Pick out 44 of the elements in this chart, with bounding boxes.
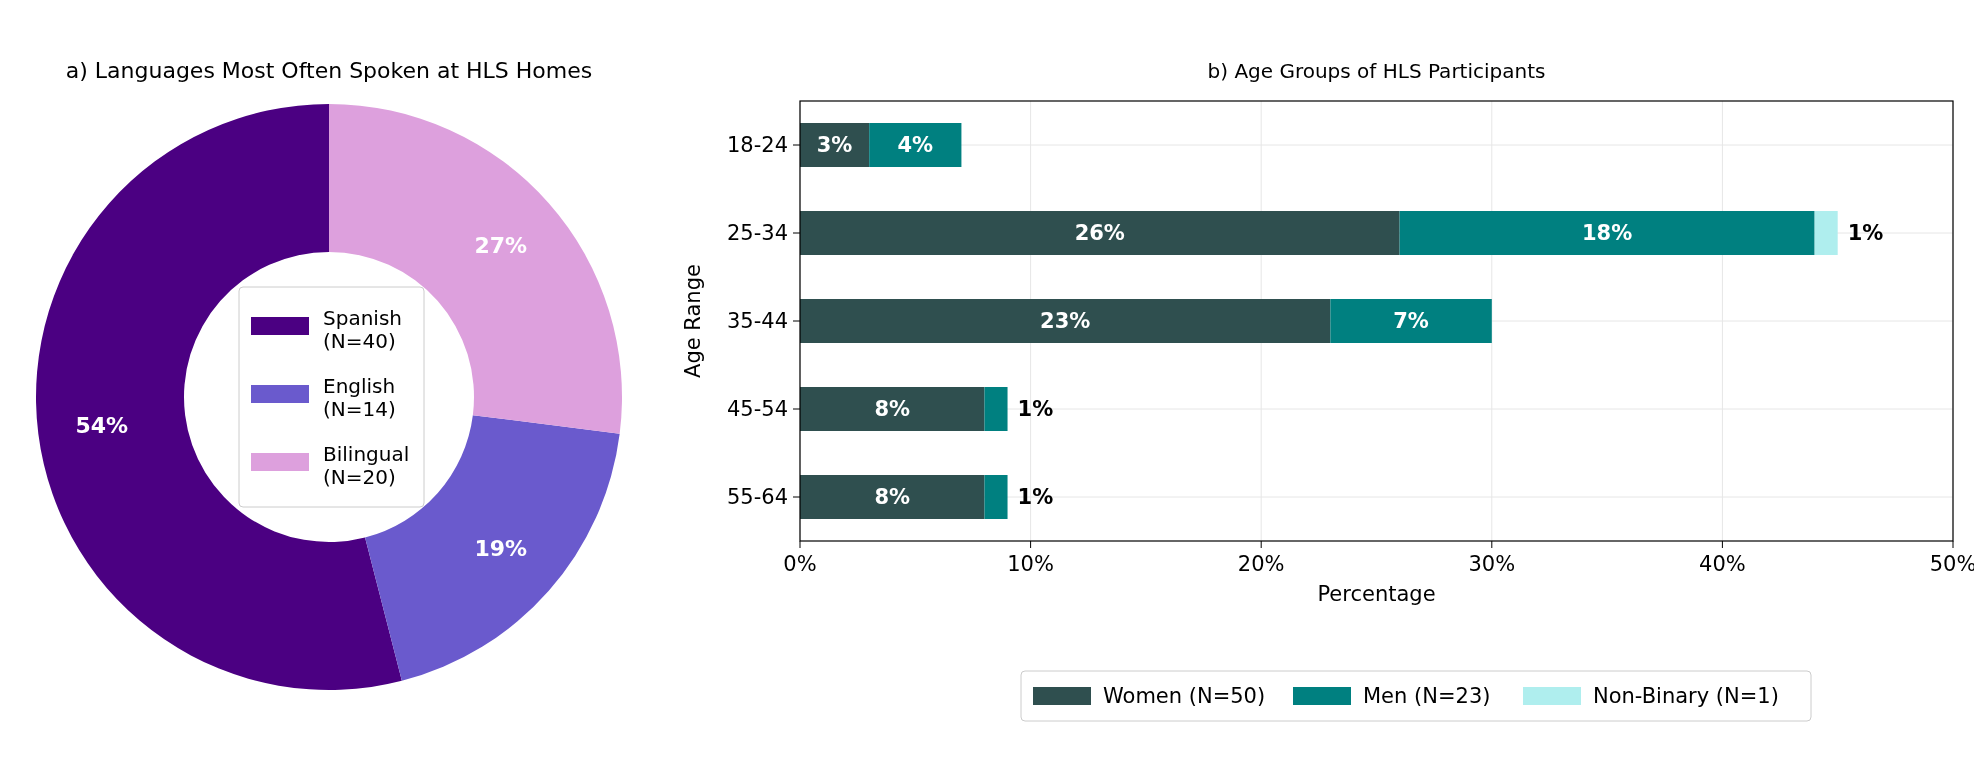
bar bbox=[800, 475, 985, 519]
data-label: 1% bbox=[1017, 397, 1054, 422]
chart-title: a) Languages Most Often Spoken at HLS Homes bbox=[65, 58, 593, 83]
data-label: 3% bbox=[816, 133, 853, 158]
data-label: 27% bbox=[474, 233, 528, 259]
bar bbox=[1814, 211, 1838, 255]
data-label: 54% bbox=[75, 413, 129, 439]
bar bbox=[800, 299, 1331, 343]
data-label: 4% bbox=[897, 133, 934, 158]
x-tick-label: 10% bbox=[1007, 552, 1054, 576]
bar bbox=[800, 387, 985, 431]
chart-title: b) Age Groups of HLS Participants bbox=[1207, 59, 1546, 83]
data-label: 7% bbox=[1393, 309, 1429, 334]
legend-label: Non-Binary (N=1) bbox=[1593, 684, 1779, 709]
bar bbox=[1330, 299, 1492, 343]
data-label: 8% bbox=[874, 485, 911, 510]
legend-label: Men (N=23) bbox=[1363, 684, 1491, 709]
bar bbox=[869, 123, 962, 167]
y-tick-label: 55-64 bbox=[726, 485, 788, 510]
data-label: 1% bbox=[1017, 485, 1054, 510]
x-tick-label: 20% bbox=[1237, 552, 1285, 576]
legend-label: Bilingual (N=20) bbox=[323, 442, 410, 489]
y-tick-label: 45-54 bbox=[726, 397, 788, 422]
data-label: 1% bbox=[1847, 221, 1884, 246]
data-label: 23% bbox=[1040, 309, 1091, 334]
x-tick-label: 0% bbox=[783, 552, 817, 576]
x-tick-label: 30% bbox=[1468, 552, 1516, 576]
y-tick-label: 25-34 bbox=[726, 221, 788, 246]
legend-label: English (N=14) bbox=[323, 374, 396, 421]
data-label: 18% bbox=[1581, 221, 1633, 246]
x-tick-label: 40% bbox=[1699, 552, 1746, 576]
bar bbox=[1399, 211, 1815, 255]
legend-label: Spanish (N=40) bbox=[323, 306, 402, 353]
legend-label: Women (N=50) bbox=[1103, 684, 1266, 709]
y-axis-title: Age Range bbox=[681, 264, 705, 378]
data-label: 26% bbox=[1074, 221, 1125, 246]
bar bbox=[800, 211, 1400, 255]
x-axis-title: Percentage bbox=[1317, 582, 1436, 606]
y-tick-label: 18-24 bbox=[726, 133, 788, 158]
y-tick-label: 35-44 bbox=[726, 309, 788, 334]
bar bbox=[984, 387, 1008, 431]
data-label: 8% bbox=[874, 397, 911, 422]
data-label: 19% bbox=[474, 536, 528, 562]
bar bbox=[984, 475, 1008, 519]
